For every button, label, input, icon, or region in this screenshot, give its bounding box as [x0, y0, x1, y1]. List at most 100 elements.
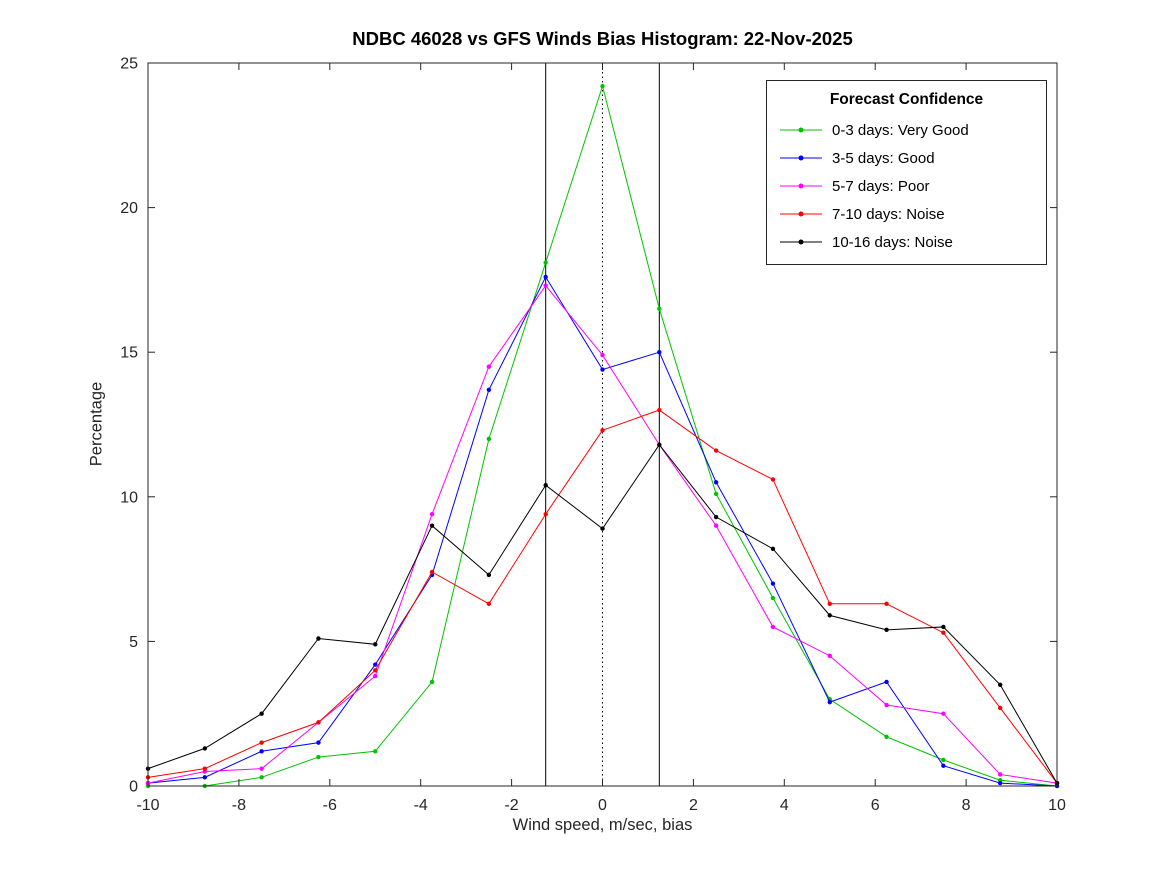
- series-marker: [770, 546, 776, 552]
- x-tick-label: 4: [780, 797, 789, 814]
- series-marker: [600, 83, 605, 89]
- x-tick-label: 6: [871, 797, 880, 814]
- series-marker: [713, 448, 719, 453]
- legend-entry-3: 7-10 days: Noise: [767, 200, 1046, 228]
- series-line-3: [147, 409, 1058, 784]
- series-marker: [827, 699, 832, 705]
- x-tick-label: 2: [689, 797, 698, 814]
- series-marker: [259, 775, 264, 780]
- series-marker: [884, 679, 889, 685]
- series-marker: [429, 523, 435, 528]
- y-tick-label: 0: [129, 779, 138, 796]
- series-marker: [997, 682, 1003, 687]
- series-marker: [316, 636, 321, 641]
- series-marker: [997, 772, 1003, 777]
- series-marker: [486, 364, 492, 369]
- series-marker: [827, 601, 832, 607]
- series-marker: [657, 442, 662, 447]
- series-marker: [486, 387, 492, 392]
- legend-title: Forecast Confidence: [829, 91, 984, 108]
- legend-entry-label: 0-3 days: Very Good: [832, 121, 969, 139]
- series-marker: [486, 572, 492, 578]
- y-tick-label: 5: [129, 634, 138, 651]
- series-marker: [997, 780, 1003, 786]
- series-marker: [941, 624, 946, 630]
- series-marker: [941, 763, 946, 768]
- legend-entry-label: 10-16 days: Noise: [832, 233, 953, 251]
- legend-line-sample: [779, 236, 823, 248]
- series-marker: [713, 514, 719, 520]
- legend: Forecast Confidence 0-3 days: Very Good 3…: [766, 80, 1047, 265]
- series-marker: [316, 740, 321, 745]
- series-marker: [941, 630, 946, 635]
- series-marker: [429, 679, 435, 685]
- legend-entry-label: 3-5 days: Good: [832, 149, 935, 167]
- series-marker: [316, 720, 321, 725]
- legend-line-sample: [779, 208, 823, 220]
- x-tick-label: -10: [136, 797, 159, 814]
- series-marker: [429, 511, 435, 517]
- series-marker: [373, 662, 378, 667]
- legend-entry-label: 7-10 days: Noise: [832, 205, 945, 223]
- series-marker: [543, 483, 548, 488]
- series-marker: [543, 260, 548, 265]
- series-marker: [657, 350, 662, 355]
- series-marker: [770, 595, 776, 601]
- legend-line-sample: [779, 124, 823, 136]
- series-marker: [770, 581, 776, 586]
- series-marker: [770, 477, 776, 482]
- x-tick-label: 8: [962, 797, 971, 814]
- series-marker: [373, 749, 378, 754]
- x-tick-label: -4: [414, 797, 428, 814]
- y-tick-label: 20: [120, 200, 138, 217]
- series-marker: [429, 569, 435, 575]
- legend-entries: 0-3 days: Very Good 3-5 days: Good 5-7 day…: [767, 116, 1046, 256]
- series-marker: [373, 673, 378, 679]
- series-marker: [600, 428, 605, 433]
- legend-line-sample: [779, 152, 823, 164]
- series-marker: [657, 407, 662, 413]
- series-marker: [316, 754, 321, 760]
- legend-entry-label: 5-7 days: Poor: [832, 177, 930, 195]
- series-marker: [997, 705, 1003, 711]
- series-marker: [543, 274, 548, 280]
- series-marker: [770, 624, 776, 630]
- series-marker: [600, 526, 605, 531]
- series-marker: [259, 766, 264, 771]
- y-tick-label: 10: [120, 489, 138, 506]
- legend-entry-0: 0-3 days: Very Good: [767, 116, 1046, 144]
- series-marker: [373, 642, 378, 647]
- series-marker: [941, 757, 946, 763]
- series-marker: [884, 627, 889, 633]
- series-marker: [259, 749, 264, 754]
- series-marker: [259, 740, 264, 745]
- series-marker: [202, 766, 208, 771]
- x-tick-label: -6: [323, 797, 337, 814]
- series-marker: [713, 491, 719, 497]
- chart-title: NDBC 46028 vs GFS Winds Bias Histogram: …: [352, 28, 853, 49]
- series-marker: [543, 511, 548, 517]
- series-marker: [486, 436, 492, 442]
- series-marker: [202, 746, 208, 751]
- y-axis-label: Percentage: [87, 381, 106, 467]
- series-marker: [657, 306, 662, 312]
- legend-entry-4: 10-16 days: Noise: [767, 228, 1046, 256]
- legend-line-sample: [779, 180, 823, 192]
- series-marker: [884, 601, 889, 607]
- series-marker: [486, 601, 492, 607]
- legend-entry-1: 3-5 days: Good: [767, 144, 1046, 172]
- series-marker: [202, 775, 208, 780]
- x-tick-label: -8: [232, 797, 246, 814]
- series-marker: [827, 613, 832, 618]
- series-marker: [713, 523, 719, 528]
- series-marker: [600, 352, 605, 358]
- y-tick-label: 15: [120, 345, 138, 362]
- series-marker: [884, 734, 889, 740]
- x-axis-label: Wind speed, m/sec, bias: [512, 816, 693, 834]
- series-marker: [713, 480, 719, 485]
- series-marker: [259, 711, 264, 716]
- series-marker: [373, 668, 378, 673]
- x-tick-label: 0: [598, 797, 607, 814]
- legend-entry-2: 5-7 days: Poor: [767, 172, 1046, 200]
